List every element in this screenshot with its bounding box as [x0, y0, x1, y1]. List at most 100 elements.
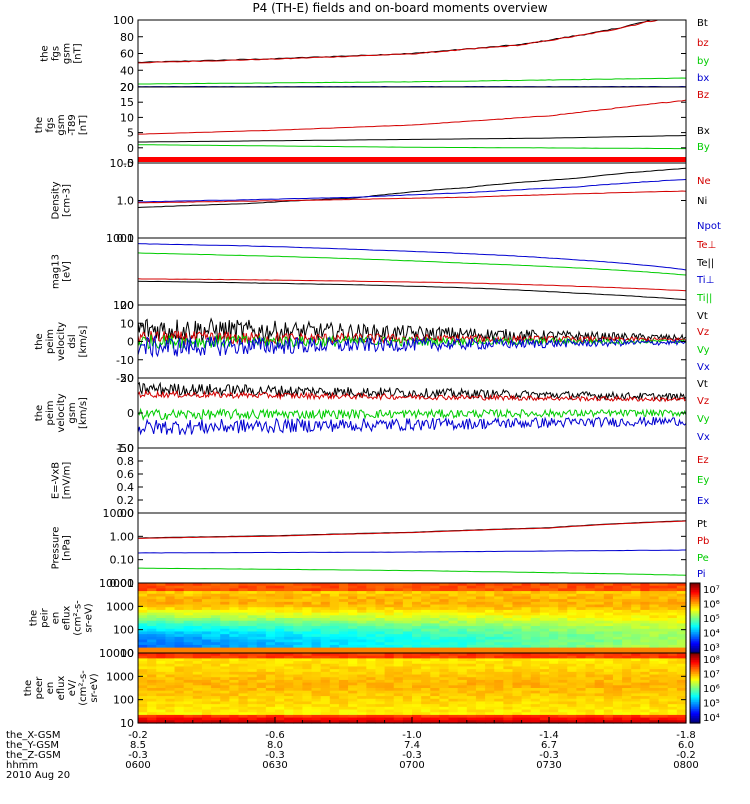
colorbar-tick-label: 10⁵ — [703, 699, 720, 710]
legend-entry: Vy — [697, 345, 710, 356]
x-tick-label-hhmm: 0600 — [125, 760, 150, 771]
legend-entry: Ne — [697, 176, 711, 187]
y-tick-label: 40 — [120, 64, 134, 77]
y-label-line: (cm²-s- — [73, 600, 84, 636]
y-axis-label: Density[cm-3] — [51, 181, 73, 219]
y-label-line: Density — [51, 181, 62, 219]
y-tick-label: 0 — [127, 142, 134, 155]
y-label-line: [km/s] — [78, 325, 89, 357]
legend-entry: by — [697, 56, 709, 67]
y-label-line: en — [45, 682, 56, 695]
y-label-line: gsm — [62, 43, 73, 64]
y-label-line: peim — [45, 329, 56, 354]
y-tick-label: 0.8 — [117, 455, 135, 468]
y-axis-label: E=-VxB[mV/m] — [51, 462, 73, 500]
y-tick-label: 20 — [120, 81, 134, 94]
y-label-line: the — [23, 680, 34, 696]
y-label-line: [km/s] — [78, 397, 89, 429]
y-tick-label: 0.10 — [110, 554, 135, 567]
legend-entry: Bz — [697, 90, 709, 101]
y-tick-label: 60 — [120, 48, 134, 61]
y-tick-label: 100 — [113, 14, 134, 27]
y-label-line: (cm²-s- — [78, 670, 89, 706]
y-tick-label: 10000 — [99, 577, 134, 590]
y-tick-label: 10.00 — [103, 507, 135, 520]
y-tick-label: 10.0 — [110, 157, 135, 170]
y-tick-label: 100 — [113, 694, 134, 707]
colorbar-tick-label: 10⁴ — [703, 629, 720, 640]
y-tick-label: 1.0 — [117, 442, 135, 455]
y-tick-label: 10 — [120, 111, 134, 124]
y-label-line: sr-eV) — [89, 673, 100, 702]
y-label-line: peim — [45, 400, 56, 425]
y-label-line: peer — [34, 676, 45, 700]
y-label-line: -T89 — [67, 114, 78, 136]
y-label-line: [cm-3] — [62, 184, 73, 217]
y-label-line: gsm — [56, 114, 67, 135]
y-label-line: the — [40, 45, 51, 61]
legend-entry: bz — [697, 38, 709, 49]
x-tick-label-hhmm: 0730 — [536, 760, 561, 771]
legend-entry: Vt — [697, 379, 708, 390]
y-label-line: gsm — [67, 402, 78, 423]
y-tick-label: 1.00 — [110, 530, 135, 543]
y-tick-label: 80 — [120, 31, 134, 44]
y-tick-label: 5 — [127, 127, 134, 140]
colorbar-tick-label: 10⁶ — [703, 600, 720, 611]
y-label-line: eV/ — [67, 679, 78, 696]
legend-entry: Te⊥ — [696, 240, 716, 251]
colorbar-tick-label: 10⁵ — [703, 614, 720, 625]
legend-entry: Vy — [697, 414, 710, 425]
y-tick-label: 10 — [120, 317, 134, 330]
y-tick-label: 10000 — [99, 647, 134, 660]
y-tick-label: 1000 — [106, 670, 134, 683]
legend-entry: Pt — [697, 519, 707, 530]
y-label-line: velocity — [56, 393, 67, 432]
y-tick-label: 100 — [113, 624, 134, 637]
legend-entry: Vz — [697, 396, 709, 407]
legend-entry: Npot — [697, 221, 721, 232]
y-label-line: [nT] — [73, 43, 84, 63]
legend-entry: Vt — [697, 311, 708, 322]
y-tick-label: 20 — [120, 299, 134, 312]
y-tick-label: 1.0 — [117, 195, 135, 208]
y-label-line: [mV/m] — [62, 462, 73, 500]
legend-entry: Ti⊥ — [696, 275, 714, 286]
y-label-line: the — [34, 405, 45, 421]
y-label-line: [eV] — [62, 261, 73, 282]
y-tick-label: 15 — [120, 96, 134, 109]
x-tick-label-hhmm: 0630 — [262, 760, 287, 771]
legend-entry: Pb — [697, 536, 709, 547]
legend-entry: Ex — [697, 496, 709, 507]
legend-entry: Bt — [697, 18, 708, 29]
y-tick-label: 0.2 — [117, 494, 135, 507]
legend-entry: Pi — [697, 569, 706, 580]
colorbar-tick-label: 10⁶ — [703, 684, 720, 695]
y-label-line: E=-VxB — [51, 462, 62, 499]
y-tick-label: 0 — [127, 407, 134, 420]
y-label-line: peir — [40, 607, 51, 627]
y-label-line: dsl — [67, 334, 78, 348]
y-label-line: the — [29, 610, 40, 626]
legend-entry: By — [697, 142, 710, 153]
y-label-line: eflux — [56, 676, 67, 701]
legend-entry: Pe — [697, 553, 709, 564]
y-tick-label: 0.4 — [117, 481, 135, 494]
legend-entry: Ey — [697, 475, 709, 486]
x-tick-label-hhmm: 0700 — [399, 760, 424, 771]
y-label-line: [nT] — [78, 115, 89, 135]
legend-entry: Te|| — [696, 258, 714, 269]
chart-title: P4 (TH-E) fields and on-board moments ov… — [252, 1, 547, 15]
y-tick-label: -10 — [116, 354, 134, 367]
y-tick-label: 50 — [120, 372, 134, 385]
y-label-line: the — [34, 333, 45, 349]
legend-entry: Ti|| — [696, 293, 712, 304]
legend-entry: Vx — [697, 432, 710, 443]
legend-entry: Bx — [697, 126, 710, 137]
legend-entry: Ni — [697, 196, 707, 207]
legend-entry: Vx — [697, 362, 710, 373]
y-tick-label: 10 — [120, 717, 134, 730]
